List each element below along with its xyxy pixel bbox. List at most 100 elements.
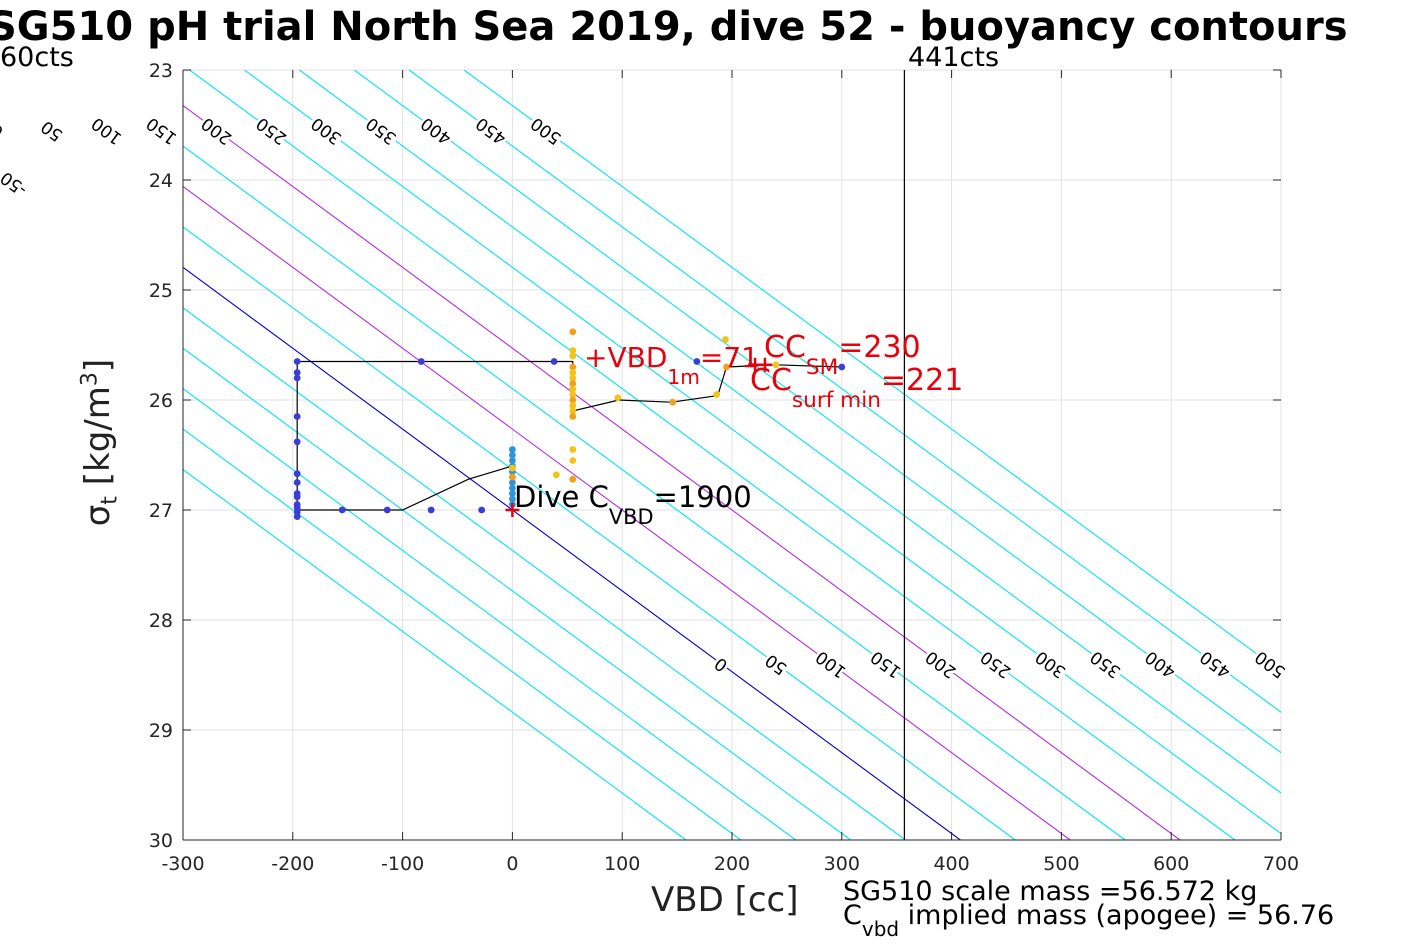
ascent-point (569, 374, 577, 382)
contour-label-top: 450 (472, 113, 510, 148)
y-axis-label-main: σ (77, 504, 118, 527)
vbd-1m-annotation-sub: 1m (667, 365, 699, 389)
descent-point (293, 470, 301, 478)
x-tick-label: 500 (1043, 853, 1079, 875)
descent-point (417, 358, 425, 365)
contour-label-top: 500 (527, 113, 565, 148)
contour-line (183, 185, 1071, 840)
y-tick-label: 27 (149, 500, 173, 522)
ascent-point (509, 464, 516, 472)
apogee-point (509, 446, 516, 453)
footer-implied-sub: vbd (861, 917, 900, 941)
contour-line (183, 428, 742, 840)
contour-line (189, 70, 1236, 840)
descent-point (293, 369, 301, 376)
contour-label-top: 150 (143, 113, 181, 148)
y-axis-label-sup: 3 (77, 372, 103, 387)
contour-label-bottom: 150 (867, 646, 905, 681)
x-tick-label: 400 (933, 853, 969, 875)
y-tick-label: 29 (149, 720, 173, 742)
x-tick-label: -200 (271, 853, 314, 875)
ascent-point (552, 471, 560, 479)
red-marker (748, 357, 763, 372)
y-tick-label: 28 (149, 610, 173, 632)
contour-line (408, 70, 1281, 713)
contour-line (353, 70, 1281, 754)
cc-surf-annotation-sub: surf min (792, 388, 881, 413)
x-tick-label: 700 (1263, 853, 1299, 875)
ascent-point (569, 475, 577, 483)
y-axis-label-close: ] (77, 358, 118, 373)
x-tick-label: -300 (161, 853, 204, 875)
footer-implied-prefix: C (843, 900, 862, 931)
contour-label-top: 250 (253, 113, 291, 148)
ascent-point (569, 385, 577, 393)
x-axis-label: VBD [cc] (651, 880, 799, 920)
descent-point (338, 506, 346, 514)
apogee-point (509, 451, 516, 459)
contour-label-top: 400 (417, 113, 455, 148)
dive-cvbd-annotation-sub: VBD (609, 505, 654, 529)
ascent-point (569, 352, 577, 360)
apogee-point (509, 479, 516, 486)
descent-point (293, 479, 301, 486)
descent-point (293, 358, 301, 365)
y-axis-label-unit: [kg/m (77, 386, 118, 497)
descent-point (383, 506, 391, 514)
x-tick-label: 200 (714, 853, 750, 875)
ascent-point (772, 361, 780, 369)
descent-point (550, 358, 558, 365)
ascent-point (569, 413, 577, 420)
cc-surf-annotation-main: CC (750, 363, 792, 398)
left-counts-label: 60cts (0, 42, 74, 73)
cc-sm-annotation-sub: SM (806, 355, 838, 380)
contour-line (183, 266, 961, 840)
contour-line (463, 70, 1281, 673)
contour-label-top: 300 (308, 113, 346, 148)
ascent-point (569, 380, 577, 387)
descent-point (478, 506, 486, 514)
descent-point (293, 513, 301, 520)
footer-implied-suffix: implied mass (apogee) = 56.76 (899, 900, 1335, 931)
contour-line (183, 226, 1016, 840)
descent-point (293, 438, 301, 446)
ascent-point (569, 328, 577, 336)
descent-point (693, 358, 701, 365)
ascent-point (569, 396, 577, 404)
x-tick-label: 600 (1153, 853, 1189, 875)
y-tick-label: 25 (149, 280, 173, 302)
y-axis-label-sub: t (97, 496, 123, 505)
apogee-point (509, 484, 516, 492)
descent-point (293, 493, 301, 501)
contour-label-top: 100 (88, 113, 126, 148)
apogee-point (509, 490, 516, 497)
contour-label-top: 0 (0, 119, 8, 142)
ascent-point (569, 407, 577, 415)
contour-label-top: 350 (363, 113, 401, 148)
vbd-1m-annotation-main: +VBD (584, 341, 667, 374)
apogee-point (509, 495, 516, 503)
contour-line (183, 145, 1126, 840)
cc-sm-annotation-main: CC (764, 330, 806, 365)
descent-point (293, 413, 301, 420)
contour-label-bottom: 300 (1032, 646, 1070, 681)
contour-lines (183, 70, 1281, 840)
dive-cvbd-annotation-value: =1900 (654, 480, 752, 514)
chart-title: SG510 pH trial North Sea 2019, dive 52 -… (0, 4, 1348, 50)
axes: -300 -200 -100 0 100 200 300 400 500 600 700232425… (149, 60, 1299, 875)
ascent-point (509, 473, 516, 481)
contour-label-bottom: 350 (1087, 646, 1125, 681)
right-counts-label: 441cts (908, 42, 1000, 73)
contour-label-top: 200 (198, 113, 236, 148)
descent-point (838, 363, 846, 371)
apogee-point (509, 457, 516, 464)
y-tick-label: 26 (149, 390, 173, 412)
vbd-1m-annotation-value: =71 (700, 341, 759, 374)
ascent-point (723, 363, 730, 371)
contour-label-bottom: 50 (762, 650, 791, 679)
contour-label-bottom: 100 (812, 646, 850, 681)
footer-scale-mass: SG510 scale mass =56.572 kg (843, 876, 1258, 907)
contour-line (299, 70, 1281, 794)
